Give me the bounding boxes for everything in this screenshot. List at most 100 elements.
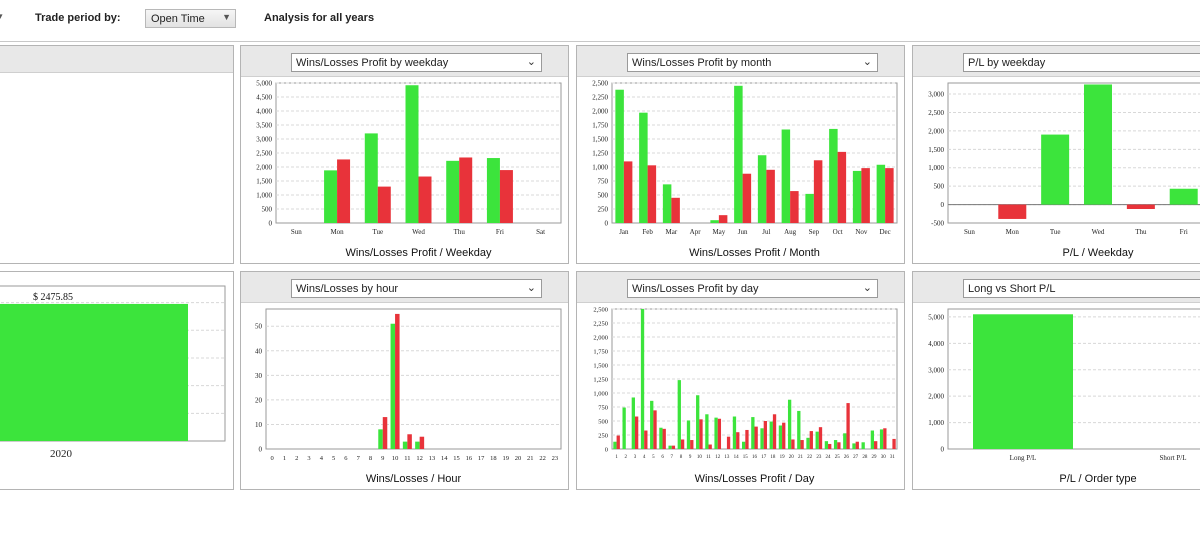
bar-losses-5 xyxy=(653,410,657,449)
x-axis-title: P/L / Weekday xyxy=(1063,247,1134,259)
bar-wins-9 xyxy=(378,429,383,449)
x-tick-label: 9 xyxy=(689,455,692,460)
y-tick-label: -500 xyxy=(931,220,944,228)
y-tick-label: 1,500 xyxy=(592,136,608,144)
bar-values-Tue xyxy=(1041,134,1070,205)
x-tick-label: 5 xyxy=(652,455,655,460)
bar-losses-8 xyxy=(680,439,685,449)
y-tick-label: 3,500 xyxy=(256,122,272,130)
bar-losses-20 xyxy=(791,439,795,449)
trade-period-value: Open Time xyxy=(151,13,205,25)
y-tick-label: 500 xyxy=(598,192,609,200)
y-tick-label: 1,000 xyxy=(593,391,608,398)
bar-wins-3 xyxy=(631,397,635,449)
panel-pl-weekday: P/L by weekday ⌄ -500 0 500 1,000 1,500 2,000… xyxy=(912,45,1200,264)
chart-type-select[interactable]: Wins/Losses Profit by day ⌄ xyxy=(627,279,878,298)
bar-wins-Wed xyxy=(405,85,419,223)
toolbar: ▾ Trade period by: Open Time ▼ Analysis … xyxy=(0,0,1200,38)
chart-weekday: 0 500 1,000 1,500 2,000 2,500 3,000 3,500 4,000 4… xyxy=(256,80,562,259)
x-tick-label: Wed xyxy=(1092,228,1105,236)
x-tick-label: Tue xyxy=(372,228,383,236)
x-tick-label: 26 xyxy=(844,455,850,460)
bar-losses-24 xyxy=(828,443,832,449)
x-tick-label: 23 xyxy=(816,455,822,460)
bar-wins-30 xyxy=(879,429,884,449)
y-tick-label: 0 xyxy=(941,201,945,209)
bar-losses-Jul xyxy=(766,169,775,223)
x-tick-label: 7 xyxy=(357,455,361,462)
panel-hour: Wins/Losses by hour ⌄ 0 10 20 30 40 50 0 1 2 3 4 5 6… xyxy=(240,271,569,490)
x-tick-label: 12 xyxy=(715,455,721,460)
x-tick-label: 27 xyxy=(853,455,859,460)
chart-pl-weekday: -500 0 500 1,000 1,500 2,000 2,500 3,000 Sun Mon T… xyxy=(928,82,1200,259)
y-tick-label: 4,000 xyxy=(928,340,944,348)
chart-type-select[interactable]: Long vs Short P/L ⌄ xyxy=(963,279,1200,298)
bar-wins-1 xyxy=(613,441,617,449)
chart-type-select[interactable]: Wins/Losses Profit by weekday ⌄ xyxy=(291,53,542,72)
bar-values-Fri xyxy=(1169,188,1198,205)
y-tick-label: 0 xyxy=(605,447,608,454)
y-tick-label: 3,000 xyxy=(256,136,272,144)
y-tick-label: 0 xyxy=(269,220,273,228)
chart-type-value: Wins/Losses Profit by month xyxy=(632,57,772,69)
bar-losses-Dec xyxy=(885,168,894,223)
y-tick-label: 0 xyxy=(941,446,945,454)
x-tick-label: Fri xyxy=(496,228,504,236)
bar-losses-21 xyxy=(800,440,804,449)
bar-wins-29 xyxy=(870,430,875,449)
y-tick-label: 1,750 xyxy=(592,122,608,130)
y-tick-label: 10 xyxy=(255,421,263,429)
x-tick-label: Thu xyxy=(454,228,466,236)
x-tick-label: 9 xyxy=(381,455,384,462)
x-tick-label: 16 xyxy=(752,455,758,460)
chart-type-select[interactable]: P/L by weekday ⌄ xyxy=(963,53,1200,72)
x-tick-label: 31 xyxy=(890,455,896,460)
chevron-down-icon: ⌄ xyxy=(526,282,536,294)
bar-wins-Jun xyxy=(734,85,743,223)
bar-losses-19 xyxy=(782,422,786,449)
x-tick-label: Jan xyxy=(619,228,629,236)
x-tick-label: 14 xyxy=(441,455,448,462)
chart-type-value: Wins/Losses by hour xyxy=(296,283,399,295)
bar-losses-6 xyxy=(662,428,666,449)
x-tick-label: 5 xyxy=(332,455,335,462)
bar-wins-17 xyxy=(760,428,764,449)
x-tick-label: Apr xyxy=(690,228,702,236)
panel-header: Long vs Short P/L ⌄ xyxy=(913,272,1200,303)
bar-wins-11 xyxy=(402,441,408,449)
panel-header: Wins/Losses Profit by month ⌄ xyxy=(577,46,904,77)
x-tick-label: 2 xyxy=(625,455,628,460)
x-tick-label: 0 xyxy=(271,455,274,462)
chart-type-select[interactable]: Wins/Losses by hour ⌄ xyxy=(291,279,542,298)
trade-period-select[interactable]: Open Time ▼ xyxy=(145,9,236,28)
x-tick-label: Long P/L xyxy=(1010,454,1037,462)
x-tick-label: 28 xyxy=(862,455,868,460)
x-tick-label: 17 xyxy=(761,455,767,460)
chevron-down-icon[interactable]: ▾ xyxy=(0,11,3,21)
panel-year: $ 2475.85 2020 xyxy=(0,271,234,490)
bar-losses-Jan xyxy=(623,161,633,223)
bar-wins-12 xyxy=(714,417,718,449)
x-tick-label: 20 xyxy=(515,455,522,462)
y-tick-label: 1,500 xyxy=(593,363,608,370)
bar-losses-Oct xyxy=(837,151,847,223)
bar-wins-7 xyxy=(668,445,672,449)
bar-losses-Feb xyxy=(647,165,657,223)
bar-values-Mon xyxy=(998,204,1027,219)
y-tick-label: 50 xyxy=(255,323,263,331)
chart-month: 0 250 500 750 1,000 1,250 1,500 1,750 2,000 2,250… xyxy=(592,80,898,259)
chart-type-value: Wins/Losses Profit by weekday xyxy=(296,57,449,69)
x-tick-label: Sat xyxy=(536,228,545,236)
bar-wins-27 xyxy=(852,443,856,449)
y-tick-label: 750 xyxy=(598,405,608,412)
x-tick-label: 8 xyxy=(680,455,683,460)
panel-weekday: Wins/Losses Profit by weekday ⌄ 0 500 1,00… xyxy=(240,45,569,264)
x-tick-label: 25 xyxy=(835,455,841,460)
chart-day: 0 250 500 750 1,000 1,250 1,500 1,750 2,000 2,250… xyxy=(593,307,898,485)
bar-losses-29 xyxy=(874,441,878,449)
bar-wins-18 xyxy=(769,421,773,449)
bar-wins-24 xyxy=(824,441,829,449)
chart-type-select[interactable]: Wins/Losses Profit by month ⌄ xyxy=(627,53,878,72)
bar-losses-9 xyxy=(382,417,388,449)
